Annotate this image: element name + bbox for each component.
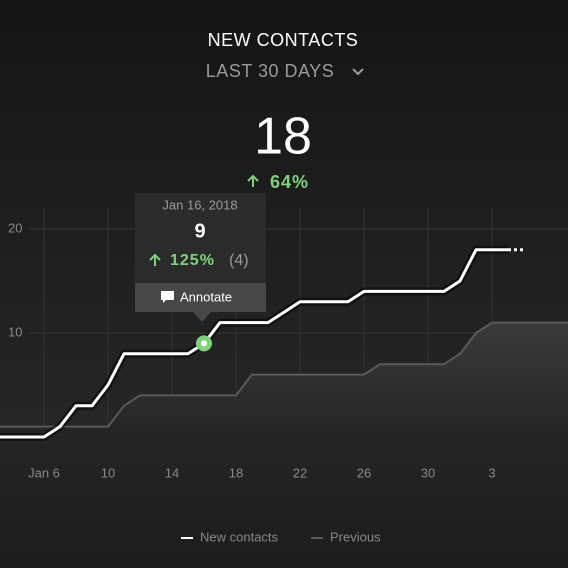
tooltip-previous: (4) bbox=[229, 252, 249, 269]
legend-label: Previous bbox=[330, 529, 381, 544]
tooltip-change: 125% bbox=[170, 252, 215, 269]
series-group bbox=[0, 245, 568, 441]
x-tick-label: 3 bbox=[488, 465, 495, 480]
up-arrow bbox=[149, 253, 161, 266]
y-tick-label: 10 bbox=[8, 324, 22, 339]
plot: 10 20 Jan 6 10 14 18 22 26 30 3 bbox=[0, 209, 568, 480]
x-tick-label: 26 bbox=[357, 465, 371, 480]
area bbox=[0, 322, 568, 440]
total: 18 bbox=[254, 108, 312, 166]
tooltip-date: Jan 16, 2018 bbox=[162, 197, 237, 212]
title: NEW CONTACTS bbox=[208, 30, 359, 50]
tooltip-box bbox=[135, 193, 266, 312]
y-tick-label: 20 bbox=[8, 220, 22, 235]
up-arrow bbox=[247, 174, 259, 187]
legend-label: New contacts bbox=[200, 529, 279, 544]
hover-marker-center bbox=[201, 340, 207, 347]
pointer bbox=[193, 312, 211, 322]
annotate-icon[interactable] bbox=[161, 291, 174, 303]
x-tick-label: 10 bbox=[101, 465, 115, 480]
tooltip: Jan 16, 2018 9 125% (4) Annotate bbox=[135, 193, 266, 322]
line bbox=[0, 321, 568, 428]
period[interactable]: LAST 30 DAYS bbox=[206, 61, 334, 81]
change: 64% bbox=[270, 172, 309, 192]
period-select[interactable]: LAST 30 DAYS bbox=[206, 61, 364, 81]
x-tick-label: 14 bbox=[165, 465, 179, 480]
annotate-label[interactable]: Annotate bbox=[180, 289, 232, 304]
annotate-button[interactable] bbox=[135, 283, 266, 312]
x-tick-label: 18 bbox=[229, 465, 243, 480]
chevron[interactable] bbox=[352, 68, 364, 76]
line bbox=[0, 248, 508, 439]
x-tick-label: 30 bbox=[421, 465, 435, 480]
tooltip-value: 9 bbox=[194, 220, 205, 242]
x-tick-label: Jan 6 bbox=[28, 465, 60, 480]
x-tick-label: 22 bbox=[293, 465, 307, 480]
